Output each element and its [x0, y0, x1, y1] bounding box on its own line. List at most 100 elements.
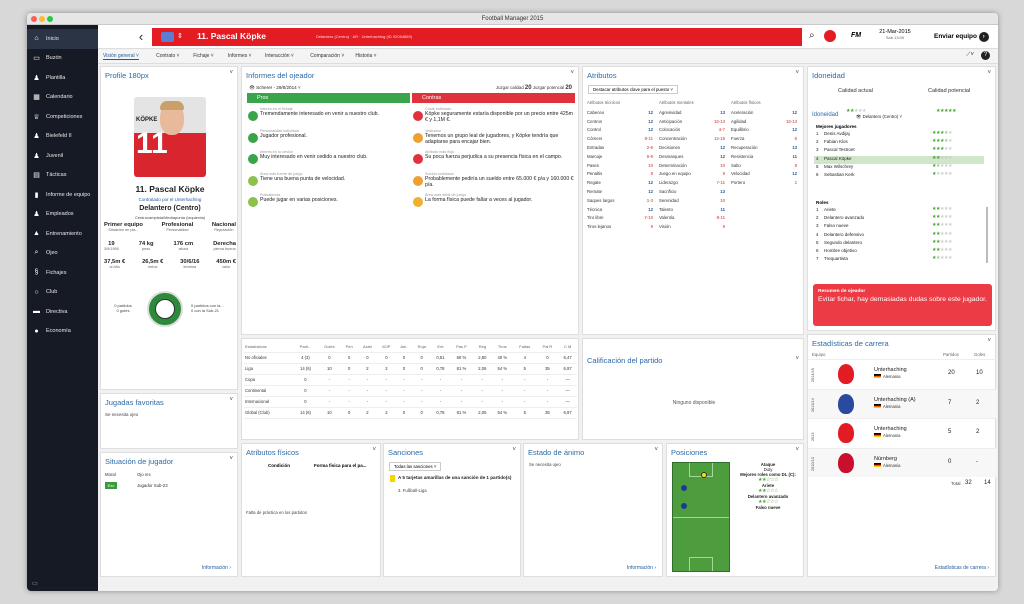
chevron-down-icon[interactable]: ˅: [372, 447, 376, 453]
sidebar-item-tácticas[interactable]: ▤ Tácticas: [27, 166, 98, 186]
stats-header-cell[interactable]: Pas P: [449, 341, 474, 353]
table-row[interactable]: 2013/14 Unterhaching (A) Alemania 7 2: [808, 388, 997, 418]
stats-header-cell[interactable]: Pen: [340, 341, 358, 353]
stats-cell: 2: [357, 407, 378, 419]
stats-header-cell[interactable]: MJP: [377, 341, 396, 353]
attributes-highlight-dropdown[interactable]: Destacar atributos clave para el puesto …: [588, 85, 678, 94]
minimize-window-button[interactable]: [39, 16, 45, 22]
send-team-button[interactable]: Enviar equipo ›: [934, 32, 989, 42]
list-item[interactable]: 5 Max Wilschrey ★★★★★: [814, 163, 984, 172]
role-dropdown[interactable]: 👁 Delantero (Centro) ˅: [856, 114, 902, 119]
chevron-down-icon[interactable]: ˅: [229, 70, 233, 76]
chevron-down-icon: ˅: [339, 53, 345, 59]
scout-point-icon: [248, 175, 258, 186]
sidebar-item-fichajes[interactable]: § Fichajes: [27, 263, 98, 283]
stats-header-cell[interactable]: Tiros: [491, 341, 513, 353]
list-item[interactable]: 4 Pascal Köpke ★★★★★: [814, 155, 984, 164]
sidebar-item-juvenil[interactable]: ♟ Juvenil: [27, 146, 98, 166]
tab-5[interactable]: Comparación ˅: [310, 53, 344, 59]
list-item[interactable]: 1 Denis Avdijaj ★★★★★: [814, 130, 984, 139]
career-stats-link[interactable]: Estadísticas de carrera ›: [934, 565, 989, 571]
attribute-value: 11: [792, 153, 797, 159]
ojo-label: Ojo rec: [137, 472, 151, 477]
sidebar-item-inicio[interactable]: ⌂ Inicio: [27, 29, 98, 49]
table-row[interactable]: 2014/15 Unterhaching Alemania 20 10: [808, 359, 997, 389]
career-nation-label: Alemania: [883, 374, 901, 379]
search-icon[interactable]: ⌕: [809, 30, 815, 41]
tab-6[interactable]: Historia ˅: [355, 53, 376, 59]
stats-header-cell[interactable]: Goles: [317, 341, 341, 353]
chevron-down-icon[interactable]: ˅: [987, 70, 991, 76]
scout-selector[interactable]: 👁 Scherer - 29/8/2014 ˅: [249, 85, 301, 90]
stats-header-cell[interactable]: Estadísticas: [244, 341, 293, 353]
sidebar-item-bielefeld-ii[interactable]: ♟ Bielefeld II: [27, 127, 98, 147]
bans-filter-dropdown[interactable]: Todas las sanciones ˅: [389, 462, 442, 471]
sidebar-item-directiva[interactable]: ▬ Directiva: [27, 302, 98, 322]
help-icon[interactable]: ?: [981, 51, 990, 60]
stats-header-cell[interactable]: Faltas: [512, 341, 537, 353]
sidebar-item-informe-de-equipo[interactable]: ▮ Informe de equipo: [27, 185, 98, 205]
tab-3[interactable]: Informes ˅: [228, 53, 252, 59]
stats-header-cell[interactable]: Ent: [431, 341, 450, 353]
table-row[interactable]: 2010/13 Núrnberg Alemania 0 -: [808, 447, 997, 477]
chevron-down-icon[interactable]: ˅: [570, 70, 574, 76]
chevron-down-icon[interactable]: ˅: [512, 447, 516, 453]
edit-icon[interactable]: ⟋˅: [966, 52, 974, 58]
intl-left: 0 partidos 0 goles: [109, 303, 137, 313]
tab-1[interactable]: Contrato ˅: [156, 53, 180, 59]
chevron-down-icon[interactable]: ˅: [795, 70, 799, 76]
chevron-down-icon[interactable]: ˅: [229, 397, 233, 403]
list-item[interactable]: 2 Fabian Klos ★★★★★: [814, 138, 984, 147]
back-button[interactable]: ‹: [138, 29, 144, 44]
list-item[interactable]: 3 Falso nueve ★★★★★: [814, 222, 984, 231]
stats-header-cell[interactable]: Asist: [357, 341, 378, 353]
chevron-down-icon[interactable]: ˅: [229, 456, 233, 462]
tab-4[interactable]: Interacción ˅: [265, 53, 294, 59]
sidebar-item-entrenamiento[interactable]: ▲ Entrenamiento: [27, 224, 98, 244]
club-menu-icon[interactable]: [824, 30, 836, 42]
sidebar-item-competiciones[interactable]: ♕ Competiciones: [27, 107, 98, 127]
list-item[interactable]: 6 Hombre objetivo ★★★★★: [814, 247, 984, 256]
list-item[interactable]: 5 Segundo delantero ★★★★★: [814, 239, 984, 248]
fm-menu[interactable]: FM: [851, 32, 862, 39]
list-item[interactable]: 2 Delantero avanzado ★★★★★: [814, 214, 984, 223]
stats-header-cell[interactable]: Roja: [412, 341, 432, 353]
career-nation-label: Alemania: [883, 462, 901, 468]
close-window-button[interactable]: [31, 16, 37, 22]
stats-header-cell[interactable]: C M: [558, 341, 577, 353]
zoom-window-button[interactable]: [47, 16, 53, 22]
chevron-down-icon[interactable]: ˅: [987, 338, 991, 344]
shortcut-icon[interactable]: ▭: [32, 581, 38, 587]
tab-2[interactable]: Fichaje ˅: [193, 53, 213, 59]
date-display[interactable]: 21-Mar-2015 Sab 13:00: [875, 29, 915, 40]
list-item[interactable]: 4 Delantero defensivo ★★★★★: [814, 231, 984, 240]
stats-header-cell[interactable]: Reg: [473, 341, 492, 353]
sidebar-item-economía[interactable]: ● Economía: [27, 322, 98, 342]
list-item[interactable]: 7 Trequartista ★★★★★: [814, 255, 984, 264]
sidebar-item-buzón[interactable]: ▭ Buzón: [27, 49, 98, 69]
sidebar-item-plantilla[interactable]: ♟ Plantilla: [27, 68, 98, 88]
sidebar-item-calendario[interactable]: ▦ Calendario: [27, 88, 98, 108]
mood-info-link[interactable]: Información ›: [626, 565, 656, 571]
tab-0[interactable]: Visión general ˅: [103, 53, 139, 60]
stats-header-cell[interactable]: Parti...: [293, 341, 318, 353]
list-item[interactable]: 6 Sebastian Kerk ★★★★★: [814, 171, 984, 180]
attribute-name: Marcaje: [587, 153, 603, 159]
attribute-value: 12-15: [714, 136, 725, 142]
sidebar-item-club[interactable]: ○ Club: [27, 283, 98, 303]
sidebar-item-empleados[interactable]: ♟ Empleados: [27, 205, 98, 225]
stats-header-cell[interactable]: Am.: [395, 341, 413, 353]
profile-club[interactable]: Contratado por el Unterhaching: [138, 197, 202, 202]
chevron-down-icon[interactable]: ˅: [795, 447, 799, 453]
roles-scrollbar[interactable]: [986, 207, 988, 263]
situation-info-link[interactable]: Información ›: [201, 565, 231, 571]
table-row[interactable]: 2013 Unterhaching Alemania 5 2: [808, 418, 997, 448]
chevron-down-icon[interactable]: ˅: [795, 356, 799, 362]
stats-header-cell[interactable]: Pal R: [536, 341, 559, 353]
list-item[interactable]: 3 Pascal Testroet ★★★★★: [814, 146, 984, 155]
chevron-down-icon[interactable]: ˅: [654, 447, 658, 453]
sidebar-item-ojeo[interactable]: ⌕ Ojeo: [27, 244, 98, 264]
pager-icon[interactable]: ⇕: [177, 33, 183, 40]
stats-cell: 0: [340, 363, 358, 375]
list-item[interactable]: 1 Ariete ★★★★★: [814, 206, 984, 215]
